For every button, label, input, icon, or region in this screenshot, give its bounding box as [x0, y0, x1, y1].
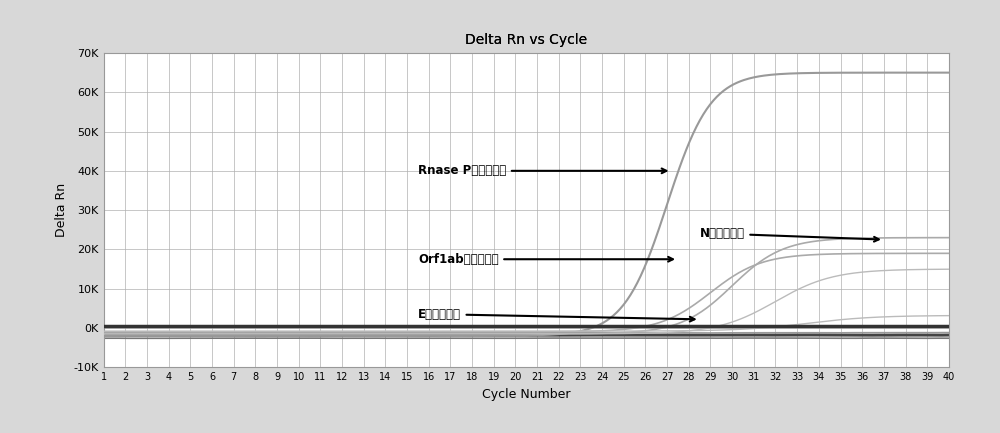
- Text: N阳性参考品: N阳性参考品: [700, 227, 879, 242]
- Y-axis label: Delta Rn: Delta Rn: [55, 183, 68, 237]
- X-axis label: Cycle Number: Cycle Number: [482, 388, 571, 401]
- Text: E阳性参考品: E阳性参考品: [418, 308, 695, 322]
- Text: Delta Rn vs Cycle: Delta Rn vs Cycle: [465, 33, 587, 47]
- Text: Rnase P阳性参考品: Rnase P阳性参考品: [418, 165, 666, 178]
- Text: Orf1ab阳性参考品: Orf1ab阳性参考品: [418, 253, 673, 266]
- Text: Delta Rn vs Cycle: Delta Rn vs Cycle: [465, 33, 587, 47]
